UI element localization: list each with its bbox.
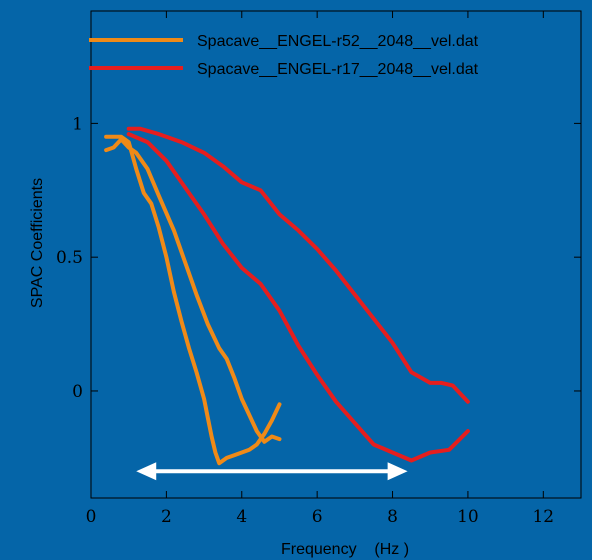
series-1-line-2 <box>104 134 282 466</box>
y-tick-label: 1 <box>72 114 83 134</box>
series-lines <box>104 126 470 466</box>
y-tick-labels: 00.51 <box>56 114 83 402</box>
legend-label-1: Spacave__ENGEL-r52__2048__vel.dat <box>197 33 479 50</box>
tick-marks <box>90 11 581 498</box>
series-2-line-1 <box>126 126 470 404</box>
x-tick-label: 0 <box>86 507 97 527</box>
x-tick-label: 2 <box>161 507 172 527</box>
x-tick-label: 4 <box>236 507 247 527</box>
y-axis-title: SPAC Coefficients <box>29 178 46 308</box>
series-2-line-2 <box>126 132 470 463</box>
plot-frame <box>90 10 582 499</box>
x-tick-labels: 0 2 4 6 8 10 12 <box>86 507 555 527</box>
legend: Spacave__ENGEL-r52__2048__vel.dat Spacave… <box>89 33 479 78</box>
x-tick-label: 8 <box>387 507 398 527</box>
legend-label-2: Spacave__ENGEL-r17__2048__vel.dat <box>197 61 479 78</box>
x-tick-label: 6 <box>312 507 323 527</box>
x-tick-label: 10 <box>457 507 479 527</box>
series-1-line-1 <box>104 137 282 444</box>
x-axis-title: Frequency (Hz ) <box>281 541 409 558</box>
arrow-head-left <box>136 462 157 481</box>
y-tick-label: 0 <box>72 382 83 402</box>
annotation-arrow <box>136 462 408 481</box>
arrow-head-right <box>387 462 408 481</box>
x-tick-label: 12 <box>532 507 554 527</box>
y-tick-label: 0.5 <box>56 248 83 268</box>
